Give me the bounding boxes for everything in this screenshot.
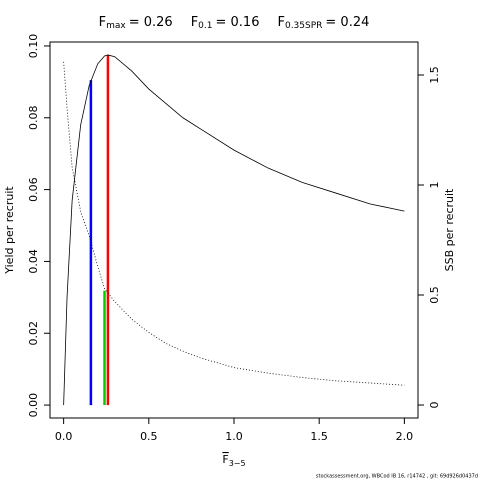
footnote: stockassessment.org, WBCod IB 16, r14742… [316,474,478,480]
y-tick-label: 0.06 [27,177,40,202]
y-tick-label: 0.08 [27,106,40,131]
y-tick-label: 0.10 [27,34,40,59]
x-label-symbol: F [222,453,228,466]
y2-tick-label: 1 [428,182,441,189]
series-line [63,61,405,386]
x-label-subscript: 3−5 [229,459,246,468]
x-axis-label: F3−5 [222,453,245,468]
y-axis-label: Yield per recruit [3,186,16,275]
y2-axis-label: SSB per recruit [443,188,456,271]
series-line [63,54,405,406]
x-tick-label: 1.0 [225,430,243,443]
y-tick-label: 0.04 [27,249,40,274]
title-subscript: 0.1 [198,21,212,31]
y-tick-label: 0.00 [27,393,40,418]
title-value: = 0.24 [325,15,369,30]
title-subscript: max [106,21,126,31]
x-tick-label: 0.0 [55,430,73,443]
title-symbol: F [277,15,284,30]
y2-tick-label: 1.5 [428,66,441,84]
title-symbol: F [191,15,198,30]
y2-tick-label: 0.5 [428,286,441,304]
y2-tick-label: 0 [428,402,441,409]
x-tick-label: 1.5 [310,430,328,443]
title-value: = 0.26 [129,15,173,30]
x-tick-label: 2.0 [396,430,414,443]
title-symbol: F [99,15,106,30]
chart-title: Fmax = 0.26 F0.1 = 0.16 F0.35SPR = 0.24 [99,15,370,31]
x-tick-label: 0.5 [140,430,158,443]
title-value: = 0.16 [216,15,260,30]
title-subscript: 0.35SPR [285,21,322,31]
y-tick-label: 0.02 [27,321,40,346]
